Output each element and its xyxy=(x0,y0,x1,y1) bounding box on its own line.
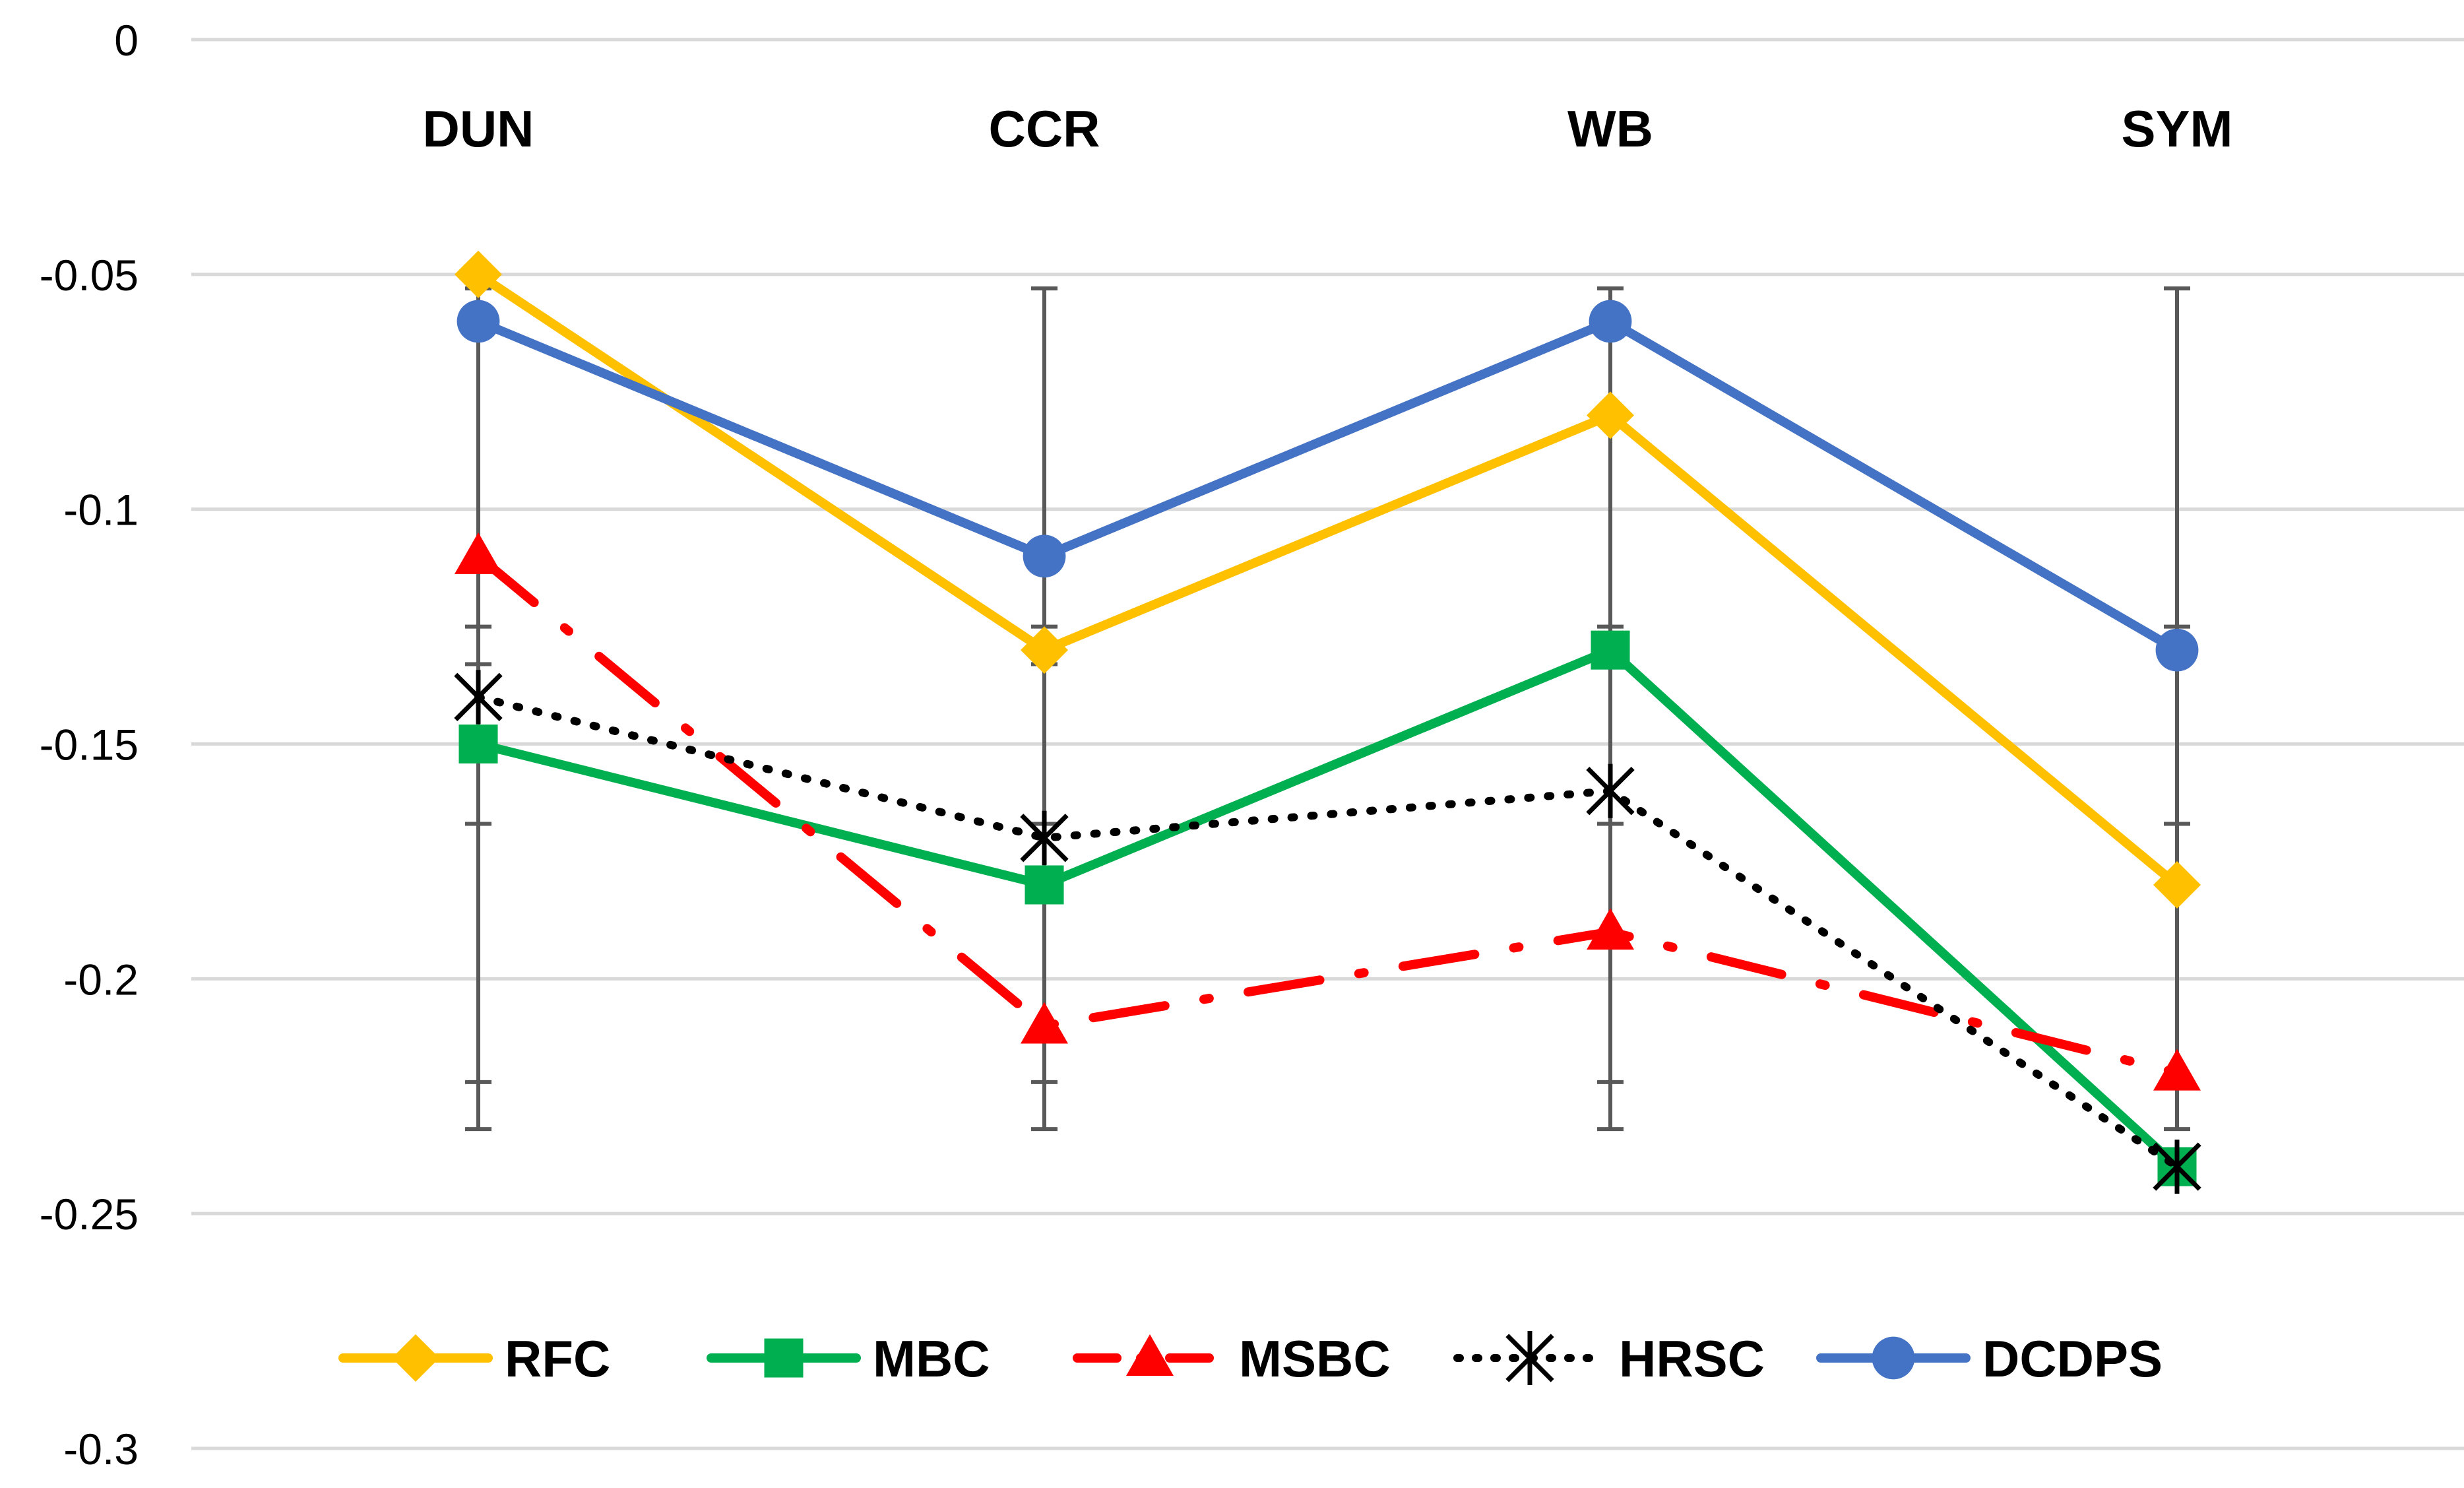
y-tick-label: -0.3 xyxy=(63,1425,139,1473)
y-tick-label: 0 xyxy=(114,16,139,65)
legend-label: MBC xyxy=(873,1330,990,1388)
data-point xyxy=(1021,1002,1068,1044)
data-point xyxy=(1587,391,1634,439)
data-point xyxy=(1025,865,1064,905)
error-bar xyxy=(2164,286,2190,1132)
data-point xyxy=(2153,861,2201,909)
series-line xyxy=(474,693,2181,1171)
category-label: SYM xyxy=(2121,100,2232,158)
data-point xyxy=(392,1334,439,1382)
series-mbc xyxy=(458,630,2197,1186)
series-line xyxy=(474,317,2182,655)
legend-item-rfc: RFC xyxy=(338,1330,610,1388)
series-rfc xyxy=(455,250,2201,909)
gridlines xyxy=(191,38,2464,1450)
legend-item-mbc: MBC xyxy=(707,1330,990,1388)
data-point xyxy=(454,670,503,725)
legend: RFC MBC MSBC HRSC DCDPS xyxy=(338,1330,2163,1388)
legend-item-msbc: MSBC xyxy=(1073,1330,1391,1388)
error-bars xyxy=(465,286,2190,1132)
data-point xyxy=(1020,810,1069,865)
legend-label: HRSC xyxy=(1619,1330,1765,1388)
series-hrsc xyxy=(454,670,2201,1194)
series-msbc xyxy=(455,532,2201,1091)
data-point xyxy=(2153,1049,2201,1091)
category-labels: DUN CCR WB SYM xyxy=(423,100,2233,158)
y-tick-label: -0.15 xyxy=(40,721,139,769)
data-point xyxy=(455,532,502,574)
series-line xyxy=(474,645,2182,1171)
data-point xyxy=(1505,1330,1554,1386)
legend-label: DCDPS xyxy=(1982,1330,2163,1388)
data-point xyxy=(1587,908,1634,950)
series-lines xyxy=(454,250,2201,1194)
data-point xyxy=(2153,1139,2201,1194)
data-point xyxy=(1023,534,1066,578)
data-point xyxy=(458,724,498,764)
category-label: DUN xyxy=(423,100,534,158)
data-point xyxy=(1589,300,1632,343)
y-tick-label: -0.1 xyxy=(63,486,139,534)
series-dcdps xyxy=(457,300,2199,672)
legend-label: MSBC xyxy=(1239,1330,1391,1388)
category-label: WB xyxy=(1567,100,1653,158)
series-line xyxy=(474,551,2182,1078)
data-point xyxy=(1126,1334,1174,1376)
data-point xyxy=(1591,630,1630,670)
y-tick-label: -0.25 xyxy=(40,1190,139,1239)
y-tick-label: -0.2 xyxy=(63,955,139,1004)
data-point xyxy=(1872,1336,1915,1380)
legend-item-hrsc: HRSC xyxy=(1453,1330,1765,1388)
data-point xyxy=(764,1338,804,1378)
legend-label: RFC xyxy=(505,1330,610,1388)
series-line xyxy=(474,269,2182,890)
legend-item-dcdps: DCDPS xyxy=(1816,1330,2163,1388)
data-point xyxy=(457,300,500,343)
data-point xyxy=(1586,763,1635,818)
category-label: CCR xyxy=(989,100,1100,158)
data-point xyxy=(1021,626,1068,674)
y-axis-ticks: 0 -0.05 -0.1 -0.15 -0.2 -0.25 -0.3 xyxy=(40,16,139,1473)
y-tick-label: -0.05 xyxy=(40,251,139,300)
data-point xyxy=(2155,628,2199,672)
data-point xyxy=(455,250,502,298)
